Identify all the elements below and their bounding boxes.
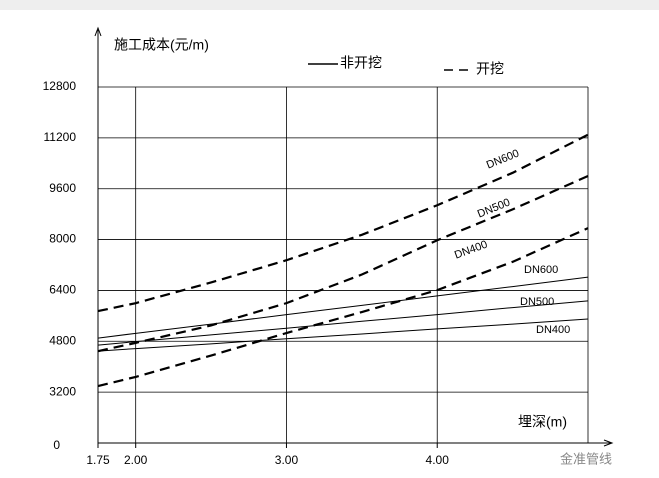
y-tick-label: 6400 — [49, 283, 76, 297]
y-tick-label: 9600 — [49, 181, 76, 195]
watermark: 金准管线 — [560, 451, 612, 466]
series-line — [97, 133, 589, 313]
x-tick-label: 4.00 — [426, 453, 450, 467]
series-label: DN600 — [524, 264, 558, 276]
top-band — [0, 0, 659, 10]
x-axis-label: 埋深(m) — [518, 414, 567, 430]
series-line — [97, 300, 589, 346]
origin-label: 0 — [53, 438, 60, 452]
y-axis-arrow — [94, 26, 102, 37]
legend-label: 非开挖 — [340, 55, 382, 71]
y-tick-label: 8000 — [49, 232, 76, 246]
y-tick-label: 3200 — [49, 384, 76, 398]
y-tick-label: 12800 — [43, 79, 77, 93]
chart-title: 施工成本(元/m) — [114, 37, 209, 53]
series-label: DN600 — [485, 148, 521, 172]
x-tick-label: 2.00 — [124, 453, 148, 467]
series-line — [97, 174, 589, 353]
series-line — [97, 318, 589, 352]
x-axis-arrow — [603, 439, 614, 447]
series-line — [97, 276, 589, 339]
y-tick-label: 11200 — [44, 130, 77, 144]
legend-label: 开挖 — [476, 61, 504, 77]
y-tick-label: 4800 — [49, 333, 76, 347]
series-label: DN500 — [520, 296, 554, 308]
series-label: DN400 — [453, 239, 489, 262]
x-tick-label: 1.75 — [86, 453, 110, 467]
x-tick-label: 3.00 — [275, 453, 299, 467]
series-line — [97, 227, 589, 388]
series-label: DN400 — [536, 324, 570, 336]
